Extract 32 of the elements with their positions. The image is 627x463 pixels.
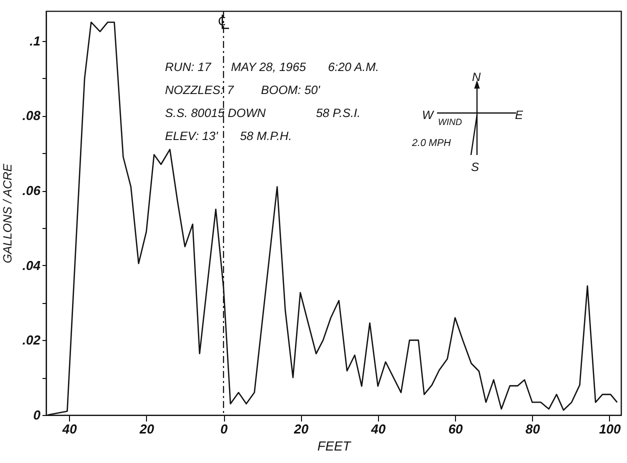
annotation: W: [422, 108, 435, 122]
annotation: ELEV: 13': [165, 129, 218, 143]
y-tick-label: .02: [22, 332, 42, 348]
annotation: BOOM: 50': [261, 83, 321, 97]
annotation: S: [471, 160, 480, 174]
annotation: E: [515, 108, 524, 122]
annotation: WIND: [438, 117, 462, 127]
x-tick-label: 100: [599, 422, 622, 436]
annotation: 58 P.S.I.: [316, 106, 360, 120]
annotation: RUN: 17: [165, 60, 212, 74]
x-axis-title: FEET: [317, 438, 352, 454]
y-tick-label: .1: [30, 33, 40, 48]
annotation: 2.0 MPH: [411, 138, 452, 149]
y-tick-label: .06: [22, 183, 42, 198]
x-tick-label: 0: [220, 422, 228, 436]
x-tick-label: 20: [138, 422, 155, 436]
y-tick-label: .04: [22, 258, 42, 273]
x-tick-label: 40: [370, 422, 386, 436]
annotation: NOZZLES: 7: [165, 83, 236, 97]
annotation: MAY 28, 1965: [231, 60, 306, 74]
x-tick-label: 20: [292, 422, 310, 436]
annotation: N: [472, 70, 481, 84]
annotation: S.S. 80015 DOWN: [165, 106, 266, 120]
annotation: 6:20 A.M.: [328, 60, 379, 74]
y-tick-label: 0: [33, 408, 42, 422]
x-tick-label: 60: [448, 422, 464, 436]
x-tick-label: 40: [61, 422, 78, 436]
y-axis-title: GALLONS / ACRE: [0, 162, 14, 264]
y-tick-label: .08: [22, 108, 42, 124]
x-tick-label: 80: [526, 422, 541, 436]
annotation: 58 M.P.H.: [240, 129, 292, 143]
ref-line-label: ℄: [218, 12, 230, 34]
